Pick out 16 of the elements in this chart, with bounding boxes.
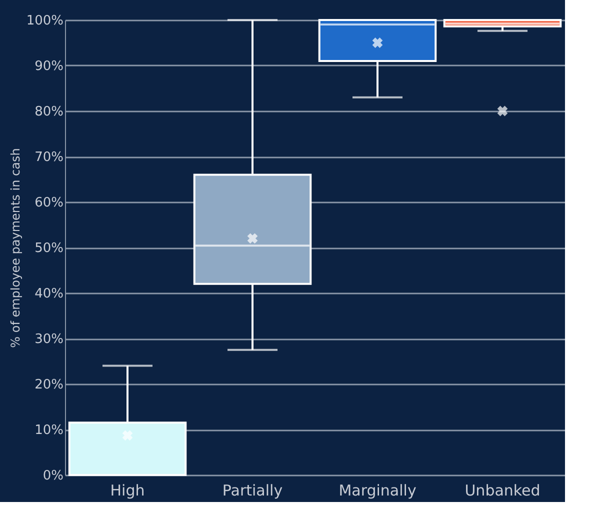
x-tick-label: Unbanked: [464, 482, 540, 500]
x-tick-label: Partially: [222, 482, 283, 500]
y-tick-label: 10%: [34, 423, 64, 438]
y-tick-label: 30%: [34, 332, 64, 347]
x-tick-label: Marginally: [338, 482, 416, 500]
y-tick-label: 90%: [34, 59, 64, 74]
y-tick-label: 40%: [34, 286, 64, 302]
y-tick-label: 60%: [34, 196, 64, 210]
y-tick-label: 80%: [34, 104, 64, 120]
y-axis-title: % of employee payments in cash: [8, 148, 22, 348]
y-tick-label: 100%: [26, 14, 64, 28]
y-tick-label: 0%: [42, 468, 64, 484]
x-tick-label: High: [110, 482, 145, 500]
y-tick-label: 50%: [34, 241, 64, 256]
y-tick-label: 70%: [34, 150, 64, 165]
y-tick-label: 20%: [34, 378, 64, 392]
